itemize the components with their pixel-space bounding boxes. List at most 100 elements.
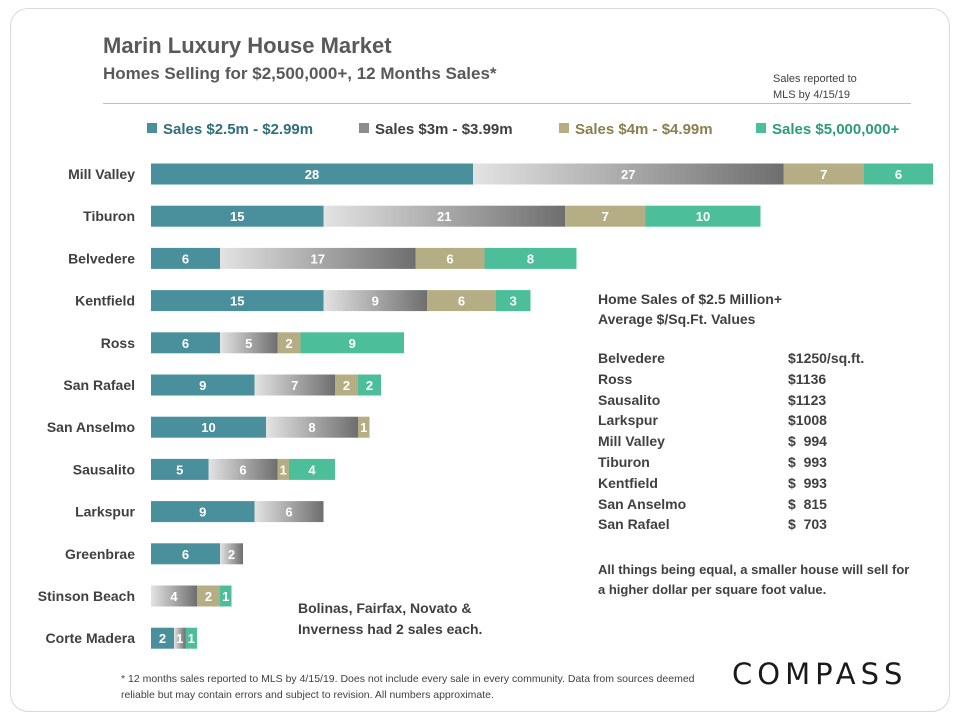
bar-segment-4m — [335, 374, 358, 396]
footnote: * 12 months sales reported to MLS by 4/1… — [121, 673, 695, 701]
legend-swatch — [756, 123, 766, 133]
price-row: Sausalito $1123 — [598, 392, 898, 413]
price-panel-title: Home Sales of $2.5 Million+ Average $/Sq… — [598, 289, 782, 329]
bar-value-label: 21 — [437, 209, 451, 224]
chart-title: Marin Luxury House Market — [103, 33, 392, 58]
report-date-note: Sales reported to MLS by 4/15/19 — [773, 73, 857, 101]
bar-value-label: 8 — [527, 251, 534, 266]
bar-segment-5m — [185, 627, 197, 649]
price-row: San Rafael $ 703 — [598, 516, 898, 537]
price-value: $1123 — [788, 391, 827, 408]
category-label: Stinson Beach — [38, 588, 135, 604]
title-divider — [103, 103, 911, 104]
price-panel-title-line2: Average $/Sq.Ft. Values — [598, 311, 756, 327]
bar-segment-4m — [565, 205, 646, 227]
bar-value-label: 6 — [182, 547, 189, 562]
category-label: Sausalito — [73, 461, 135, 477]
bar-value-label: 2 — [366, 378, 373, 393]
bar-value-label: 6 — [458, 294, 465, 309]
bar-value-label: 2 — [159, 631, 166, 646]
price-comment: All things being equal, a smaller house … — [598, 562, 910, 597]
bar-value-label: 6 — [182, 336, 189, 351]
bar-value-label: 7 — [602, 209, 609, 224]
price-row: Belvedere $1250/sq.ft. — [598, 350, 898, 371]
price-value: $1136 — [788, 370, 827, 387]
bar-segment-2-5m — [151, 543, 220, 565]
bar-value-label: 2 — [285, 336, 292, 351]
price-city: Larkspur — [598, 412, 658, 429]
bar-value-label: 1 — [188, 631, 195, 646]
other-towns-note: Bolinas, Fairfax, Novato & Inverness had… — [298, 600, 483, 637]
price-value: $ 993 — [788, 453, 827, 470]
bar-segment-2-5m — [151, 501, 255, 523]
bar-segment-3m — [254, 374, 335, 396]
bar-segment-4m — [277, 458, 289, 480]
bar-value-label: 3 — [510, 294, 517, 309]
bar-value-label: 6 — [239, 462, 246, 477]
price-panel-title-line1: Home Sales of $2.5 Million+ — [598, 291, 783, 307]
bar-segment-2-5m — [151, 163, 473, 185]
bar-value-label: 2 — [343, 378, 350, 393]
bar-segment-3m — [473, 163, 784, 185]
bar-value-label: 6 — [446, 251, 453, 266]
bar-segment-4m — [427, 290, 496, 312]
bar-value-label: 8 — [308, 420, 315, 435]
category-label: Corte Madera — [46, 630, 136, 646]
bar-segment-3m — [323, 205, 565, 227]
price-city: San Anselmo — [598, 495, 687, 512]
bar-value-label: 9 — [349, 336, 356, 351]
category-label: Belvedere — [68, 250, 135, 266]
legend-item-2-5m: Sales $2.5m - $2.99m — [147, 121, 313, 138]
bar-value-label: 6 — [182, 251, 189, 266]
price-city: San Rafael — [598, 516, 670, 533]
bar-segment-3m — [220, 332, 278, 354]
bar-value-label: 4 — [170, 589, 178, 604]
price-value: $ 815 — [788, 495, 827, 512]
bar-segment-5m — [300, 332, 404, 354]
bar-value-label: 2 — [228, 547, 235, 562]
price-value: $1008 — [788, 412, 827, 429]
bar-value-label: 5 — [176, 462, 183, 477]
category-label: Kentfield — [75, 293, 135, 309]
bar-segment-3m — [208, 458, 278, 480]
bar-segment-3m — [220, 247, 416, 269]
price-value: $1250/sq.ft. — [788, 350, 865, 366]
price-table: Belvedere $1250/sq.ft. Ross $1136 Sausalito $… — [598, 350, 898, 537]
category-label: Mill Valley — [68, 166, 135, 182]
price-row: Mill Valley $ 994 — [598, 433, 898, 454]
bar-segment-4m — [197, 585, 220, 607]
bar-segment-2-5m — [151, 416, 266, 438]
bar-segment-3m — [323, 290, 427, 312]
legend-item-4m: Sales $4m - $4.99m — [559, 121, 713, 138]
bar-segment-3m — [254, 501, 324, 523]
bar-segment-5m — [358, 374, 381, 396]
legend-item-5m: Sales $5,000,000+ — [756, 121, 899, 138]
bar-value-label: 10 — [201, 420, 215, 435]
price-row: Kentfield $ 993 — [598, 475, 898, 496]
bar-segment-2-5m — [151, 458, 209, 480]
bar-value-label: 2 — [205, 589, 212, 604]
bar-segment-3m — [174, 627, 186, 649]
bar-segment-4m — [415, 247, 485, 269]
bar-segment-4m — [277, 332, 301, 354]
legend-swatch — [359, 123, 369, 133]
bar-value-label: 7 — [291, 378, 298, 393]
legend-swatch — [559, 123, 569, 133]
bar-value-label: 4 — [308, 462, 316, 477]
bar-segment-5m — [220, 585, 232, 607]
compass-logo: COMPASS — [732, 657, 908, 691]
bar-segment-5m — [645, 205, 761, 227]
bar-value-label: 5 — [245, 336, 252, 351]
price-value: $ 994 — [788, 433, 827, 450]
price-city: Sausalito — [598, 391, 661, 408]
bar-value-label: 17 — [311, 251, 325, 266]
bar-value-label: 6 — [895, 167, 902, 182]
price-city: Kentfield — [598, 474, 658, 491]
bar-segment-2-5m — [151, 627, 174, 649]
bar-value-label: 15 — [230, 294, 244, 309]
bar-value-label: 1 — [176, 631, 183, 646]
price-city: Mill Valley — [598, 433, 665, 450]
legend-label: Sales $3m - $3.99m — [375, 121, 513, 138]
category-label: San Anselmo — [47, 419, 135, 435]
